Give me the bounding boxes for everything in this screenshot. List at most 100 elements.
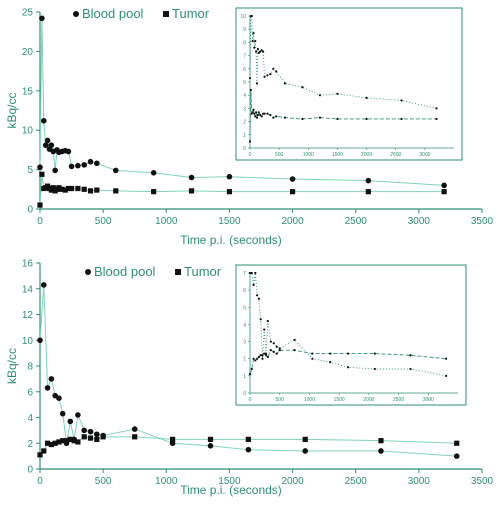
chart2-x-tick-label: 1500 [218,476,241,487]
chart1-point-1 [52,167,58,174]
chart2-inset-point-1 [252,283,255,287]
chart1-inset-y-tick-label: 8 [243,40,246,46]
chart1-inset-x-tick-label: 2000 [361,152,372,158]
chart1-legend-label-2: Tumor [172,6,210,21]
chart1-point-2 [75,185,81,192]
chart1-y-tick-label: 0 [27,205,33,216]
chart2-inset-y-tick-label: 6 [243,288,246,294]
chart1-point-1 [40,117,47,124]
chart2-inset-point-2 [311,352,314,355]
chart2-y-tick-label: 6 [27,387,33,398]
chart1-x-tick-label: 0 [37,216,43,227]
chart2-point-1 [59,410,66,417]
chart2-inset-point-2 [259,354,262,357]
chart1-y-tick-label: 10 [22,126,34,137]
chart2-y-tick-label: 14 [22,284,34,295]
chart2-inset-point-2 [275,352,278,355]
chart2-point-2 [94,436,100,442]
chart1-point-2 [59,186,65,192]
chart1-point-2 [56,185,62,191]
chart1-point-1 [81,162,87,168]
chart2-x-axis-label: Time p.i. (seconds) [180,483,282,497]
chart2-inset-point-1 [248,271,252,275]
chart2-point-2 [41,448,47,454]
chart1-y-tick-label: 20 [22,47,34,58]
chart1-x-tick-label: 1000 [155,216,178,227]
chart1-inset-point-1 [257,51,260,55]
chart1-inset-point-1 [283,82,287,85]
chart1-x-axis-label: Time p.i. (seconds) [180,233,282,247]
chart1-inset-x-tick-label: 500 [275,152,284,158]
chart2-point-1 [75,412,81,418]
chart2-inset-point-2 [272,350,275,353]
chart2-inset-point-2 [252,357,255,360]
chart2-x-tick-label: 2500 [345,476,368,487]
chart1-legend-label-1: Blood pool [82,6,144,21]
chart1-point-1 [39,15,45,22]
chart1-inset-frame [235,7,463,161]
chart1-point-2 [94,187,100,193]
chart2-inset-x-tick-label: 1000 [304,397,315,403]
chart1-point-2 [65,185,72,192]
chart1-inset-x-tick-label: 2500 [390,152,401,158]
chart1-point-1 [112,167,119,174]
chart1-inset-point-2 [269,113,272,117]
chart1-inset-point-1 [254,39,257,43]
chart1-point-1 [150,169,157,176]
chart1-inset-point-2 [400,117,403,121]
chart1-inset-point-2 [266,112,269,115]
chart2-inset-point-2 [256,357,259,360]
chart1-inset-point-2 [251,111,254,114]
chart2-inset-point-2 [269,349,272,352]
chart2-y-tick-label: 2 [27,439,33,450]
chart2-x-tick-label: 3500 [471,476,494,487]
chart1-point-2 [188,188,195,194]
chart2-inset-point-1 [254,271,257,275]
chart1-inset-x-tick-label: 3000 [419,152,430,158]
chart2-point-1 [87,428,94,435]
chart1-point-2 [289,189,296,195]
chart2-inset-point-2 [293,349,296,352]
chart2-point-1 [453,453,460,459]
chart1-inset-y-tick-label: 10 [240,14,246,20]
chart2-inset-y-tick-label: 4 [243,322,246,328]
chart2-legend-marker-1 [85,269,91,275]
chart2-y-axis-label: kBq/cc [5,348,19,384]
chart1-point-1 [48,142,55,148]
chart1-inset-y-tick-label: 3 [243,106,246,112]
chart2-point-2 [100,434,106,440]
chart1-inset-point-2 [257,111,260,114]
chart1-inset-point-2 [301,117,304,121]
chart2-y-tick-label: 4 [27,413,33,424]
chart1-inset-point-1 [275,70,278,73]
chart1-point-2 [151,189,157,195]
chart1-inset-point-2 [259,113,262,117]
chart2-inset-y-tick-label: 0 [243,391,246,397]
chart1-point-2 [87,188,94,194]
chart1-inset-point-2 [365,117,368,121]
chart1-inset-y-tick-label: 4 [243,93,246,99]
chart1-point-2 [81,186,87,192]
chart1-inset-point-1 [253,46,256,49]
chart1-inset-point-1 [255,82,259,85]
chart1-inset-series-line-1 [249,15,437,109]
chart2-point-2 [60,438,66,444]
chart1-inset-point-2 [248,140,252,143]
chart2-x-tick-label: 3000 [408,476,431,487]
chart1-inset-point-1 [400,99,403,102]
chart1-inset-point-2 [260,115,263,118]
chart2-point-1 [131,426,138,432]
chart1-x-tick-label: 500 [95,216,112,227]
chart1-point-1 [65,148,72,155]
chart2-inset-point-2 [264,354,268,357]
chart1-inset-point-1 [262,50,265,53]
chart1-point-1 [94,160,100,167]
chart1-inset-y-tick-label: 1 [243,133,246,139]
chart1-inset-point-1 [318,94,322,97]
chart1-inset-x-tick-label: 1500 [332,152,343,158]
chart1-x-tick-label: 2500 [345,216,368,227]
chart1-point-2 [441,189,447,195]
chart1-point-1 [289,176,296,182]
chart2-inset-point-1 [293,338,296,341]
chart1-point-2 [365,189,371,195]
